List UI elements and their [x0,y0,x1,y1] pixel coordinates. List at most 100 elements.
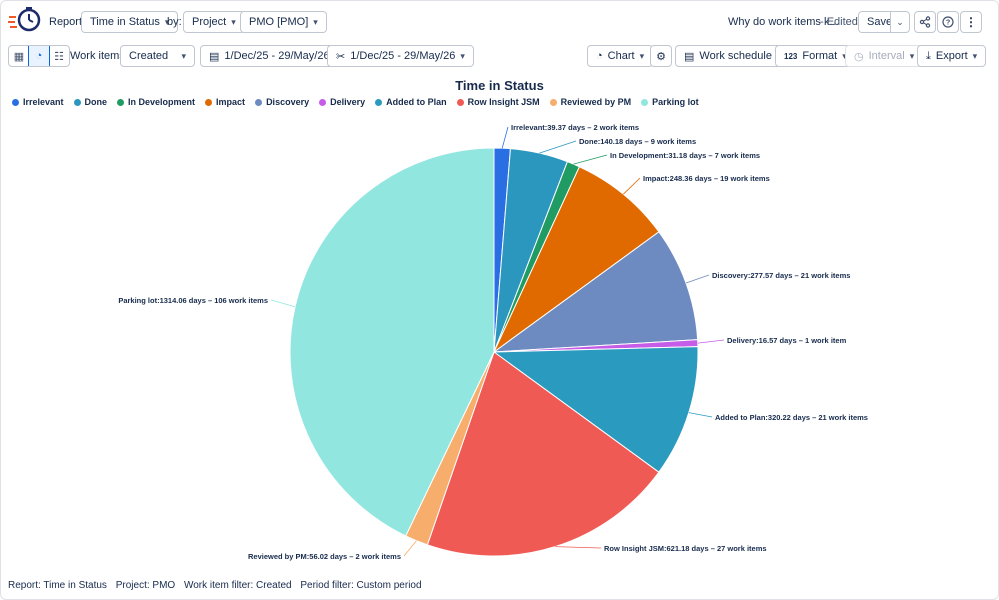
legend-item[interactable]: Row Insight JSM [456,97,540,107]
legend-swatch [12,98,19,106]
data-label: Reviewed by PM:56.02 days – 2 work items [248,552,401,561]
legend-swatch [319,98,327,106]
data-label: In Development:31.18 days – 7 work items [610,151,760,160]
filter-toolbar: ▦ ◔ ☷ Work items: Created ▾ ▤ 1/Dec/25 -… [0,45,999,67]
leader-line [688,412,713,418]
legend-label: Parking lot [652,97,699,107]
save-options-button[interactable]: ⌄ [890,11,910,33]
calendar-icon: ▤ [209,50,220,63]
number-format-icon: 123 [784,51,798,61]
footer-report: Report: Time in Status [8,580,107,591]
data-label: Row Insight JSM:621.18 days – 27 work it… [604,544,767,553]
legend-item[interactable]: Added to Plan [375,97,447,107]
data-label: Delivery:16.57 days – 1 work item [727,336,847,345]
chevron-down-icon: ▾ [231,16,236,27]
work-items-value: Created [129,50,169,62]
data-label: Impact:248.36 days – 19 work items [643,174,770,183]
group-by-value: Project [192,16,227,28]
help-button[interactable]: ? [937,11,959,33]
work-items-select[interactable]: Created ▾ [120,45,195,67]
format-label: Format [802,50,838,62]
legend-item[interactable]: Done [73,97,108,107]
legend-swatch [641,98,649,106]
report-type-select[interactable]: Time in Status ▾ [81,11,179,33]
calendar-icon: ▤ [684,50,695,63]
legend-label: Added to Plan [386,97,447,107]
work-schedule-label: Work schedule [699,50,772,62]
pie-slice[interactable] [289,147,495,537]
legend-label: Impact [216,97,246,107]
legend-item[interactable]: Irrelevant [12,97,64,107]
chart-view-icon[interactable]: ◔ [28,46,50,66]
leader-line [623,177,641,195]
pie-slice[interactable] [492,166,660,354]
footer-filter: Work item filter: Created [183,580,292,591]
chevron-down-icon: ▾ [460,50,465,61]
legend-label: In Development [128,97,196,107]
data-label: Added to Plan:320.22 days – 21 work item… [715,413,868,422]
project-select[interactable]: PMO [PMO] ▾ [240,11,327,33]
legend-swatch [73,98,81,106]
legend-label: Discovery [266,97,310,107]
legend-swatch [205,98,213,106]
save-label: Save [867,16,893,28]
format-button[interactable]: 123 Format ▾ [775,45,856,67]
legend-item[interactable]: Parking lot [641,97,699,107]
download-icon: ⤓ [926,49,931,62]
report-title[interactable]: Why do work items k... [728,16,839,28]
more-options-button[interactable]: ⋮ [960,11,982,33]
project-value: PMO [PMO] [249,16,309,28]
clock-icon: ◷ [854,50,864,63]
by-label: by: [167,16,182,28]
legend-swatch [456,98,464,106]
work-items-label: Work items: [70,50,128,62]
legend-label: Irrelevant [23,97,64,107]
legend-item[interactable]: Delivery [319,97,365,107]
data-label: Parking lot:1314.06 days – 106 work item… [118,296,268,305]
edited-status: - Edited [820,16,858,28]
scissors-icon: ✂ [336,50,346,63]
export-button[interactable]: ⤓ Export ▾ [917,45,987,67]
legend-label: Reviewed by PM [560,97,632,107]
legend-item[interactable]: Impact [205,97,245,107]
legend-label: Delivery [330,97,366,107]
legend-swatch [375,98,383,106]
legend-swatch [549,98,557,106]
pie-slice[interactable] [426,351,660,557]
legend-swatch [117,98,125,106]
pie-slice[interactable] [492,346,699,473]
share-button[interactable] [914,11,936,33]
chevron-down-icon: ▾ [842,51,847,62]
view-switcher: ▦ ◔ ☷ [8,45,70,67]
data-label: Irrelevant:39.37 days – 2 work items [511,123,639,132]
leader-line [685,274,710,284]
interval-button[interactable]: ◷ Interval ▾ [845,45,924,67]
chevron-down-icon: ▾ [972,50,978,61]
created-date-filter[interactable]: ▤ 1/Dec/25 - 29/May/26 ▾ [200,45,349,67]
chart-settings-button[interactable]: ⚙ [650,45,672,67]
legend-item[interactable]: Discovery [255,97,309,107]
created-date-range: 1/Dec/25 - 29/May/26 [224,50,330,62]
app-logo-icon [8,7,41,32]
grid-view-icon[interactable]: ▦ [13,50,25,63]
share-icon [919,16,931,28]
footer-project: Project: PMO [115,580,176,591]
svg-text:?: ? [946,18,951,27]
pie-slice[interactable] [492,231,699,353]
settings-view-icon[interactable]: ☷ [54,50,64,63]
chart-title: Time in Status [455,78,544,93]
period-filter[interactable]: ✂ 1/Dec/25 - 29/May/26 ▾ [327,45,474,67]
legend-item[interactable]: In Development [117,97,195,107]
chevron-down-icon: ▾ [181,50,186,61]
legend-label: Done [84,97,108,107]
pie-chart-icon: ◔ [596,50,603,62]
legend-item[interactable]: Reviewed by PM [549,97,632,107]
help-icon: ? [942,16,954,28]
report-header: Report: Time in Status ▾ by: Project ▾ P… [0,7,999,33]
more-vertical-icon: ⋮ [965,15,977,29]
report-footer: Report: Time in Status Project: PMO Work… [8,580,428,591]
report-type-value: Time in Status [90,16,160,28]
work-schedule-button[interactable]: ▤ Work schedule ▾ [675,45,791,67]
chevron-down-icon: ▾ [639,50,645,61]
